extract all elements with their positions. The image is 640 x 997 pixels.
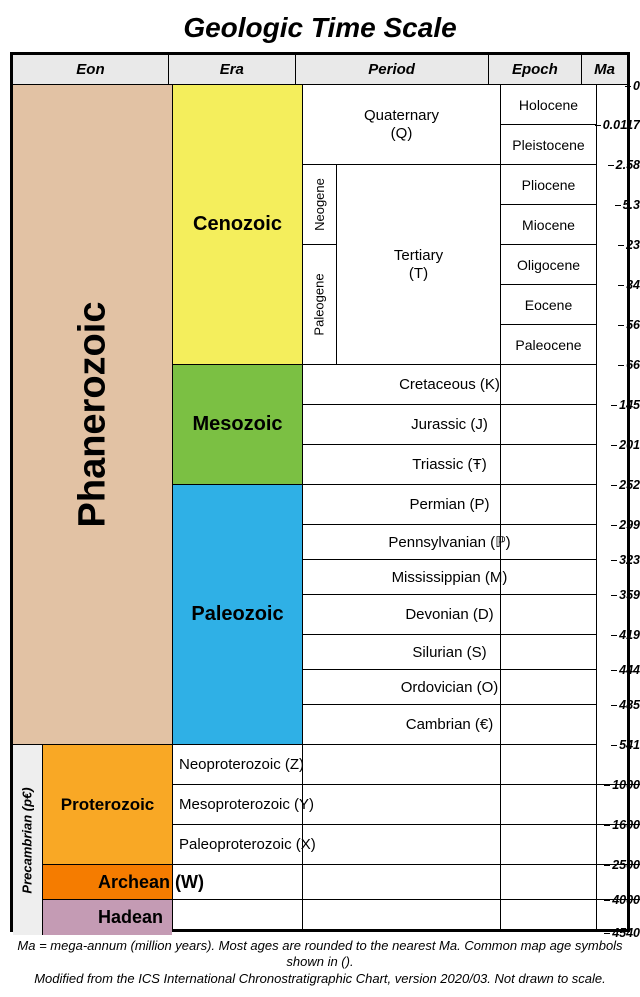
- ma-1600: 1600: [612, 818, 640, 832]
- ma-0-0117: 0.0117: [603, 118, 640, 132]
- era-paleozoic-label: Paleozoic: [191, 603, 283, 626]
- era-column: Cenozoic Mesozoic Paleozoic Neoproterozo…: [173, 85, 303, 929]
- period-neogene: Neogene: [303, 165, 337, 245]
- period-paleogene: Paleogene: [303, 245, 337, 365]
- eon-phanerozoic: Phanerozoic: [13, 85, 172, 745]
- ma-541: 541: [619, 738, 640, 752]
- period-quaternary-label2: (Q): [391, 125, 413, 142]
- eon-precambrian-strip: Precambrian (p€): [13, 745, 43, 935]
- ma-1000: 1000: [612, 778, 640, 792]
- period-neogene-label: Neogene: [312, 178, 327, 231]
- ma-2500: 2500: [612, 858, 640, 872]
- ma-299: 299: [619, 518, 640, 532]
- period-quaternary: Quaternary (Q): [303, 85, 500, 165]
- epoch-oligocene: Oligocene: [501, 245, 596, 285]
- period-column: Quaternary (Q) Neogene Paleogene Tertiar…: [303, 85, 501, 929]
- ma-56: 56: [626, 318, 640, 332]
- era-neoproterozoic-label: Neoproterozoic (Z): [179, 756, 304, 773]
- period-paleogene-label: Paleogene: [312, 273, 327, 335]
- era-mesoproterozoic-label: Mesoproterozoic (Y): [179, 796, 314, 813]
- epoch-eocene: Eocene: [501, 285, 596, 325]
- epoch-paleocene: Paleocene: [501, 325, 596, 365]
- ma-column: 0 0.0117 2.58 5.3 23 34 56 66 145 201 25…: [597, 85, 640, 929]
- ma-4000: 4000: [612, 893, 640, 907]
- eon-proterozoic: Proterozoic: [43, 745, 172, 865]
- period-tertiary-label2: (T): [409, 265, 428, 282]
- header-epoch: Epoch: [489, 55, 583, 85]
- ma-252: 252: [619, 478, 640, 492]
- period-quaternary-label1: Quaternary: [364, 107, 439, 124]
- ma-5-3: 5.3: [623, 198, 640, 212]
- header-row: Eon Era Period Epoch Ma: [13, 55, 627, 85]
- header-period: Period: [296, 55, 489, 85]
- epoch-miocene: Miocene: [501, 205, 596, 245]
- ma-66: 66: [626, 358, 640, 372]
- epoch-pleistocene: Pleistocene: [501, 125, 596, 165]
- era-cenozoic-label: Cenozoic: [193, 213, 282, 236]
- epoch-column: Holocene Pleistocene Pliocene Miocene Ol…: [501, 85, 597, 929]
- ma-444: 444: [619, 663, 640, 677]
- era-cenozoic: Cenozoic: [173, 85, 302, 365]
- header-era: Era: [169, 55, 296, 85]
- footnote: Ma = mega-annum (million years). Most ag…: [10, 938, 630, 987]
- epoch-pliocene: Pliocene: [501, 165, 596, 205]
- ma-485: 485: [619, 698, 640, 712]
- era-mesozoic: Mesozoic: [173, 365, 302, 485]
- era-paleoproterozoic-label: Paleoproterozoic (X): [179, 836, 316, 853]
- era-mesozoic-label: Mesozoic: [192, 413, 282, 436]
- ma-201: 201: [619, 438, 640, 452]
- eon-column: Phanerozoic Precambrian (p€) Proterozoic: [13, 85, 173, 929]
- eon-phanerozoic-label: Phanerozoic: [71, 302, 114, 528]
- ma-323: 323: [619, 553, 640, 567]
- header-ma: Ma: [582, 55, 627, 85]
- eon-hadean-label: Hadean: [98, 907, 163, 928]
- ma-419: 419: [619, 628, 640, 642]
- ma-2-58: 2.58: [616, 158, 640, 172]
- ma-23: 23: [626, 238, 640, 252]
- period-tertiary: Tertiary (T): [337, 165, 500, 365]
- eon-proterozoic-label: Proterozoic: [61, 795, 155, 815]
- period-tertiary-label1: Tertiary: [394, 247, 443, 264]
- chart-title: Geologic Time Scale: [10, 12, 630, 44]
- ma-359: 359: [619, 588, 640, 602]
- eon-archean-label: Archean (W): [98, 872, 204, 893]
- eon-precambrian-label: Precambrian (p€): [20, 787, 35, 893]
- ma-0: 0: [633, 79, 640, 93]
- table-body: Phanerozoic Precambrian (p€) Proterozoic…: [13, 85, 627, 929]
- ma-34: 34: [626, 278, 640, 292]
- geologic-time-table: Eon Era Period Epoch Ma Phanerozoic Prec…: [10, 52, 630, 932]
- ma-145: 145: [619, 398, 640, 412]
- epoch-holocene: Holocene: [501, 85, 596, 125]
- era-paleozoic: Paleozoic: [173, 485, 302, 745]
- ma-4540: 4540: [612, 926, 640, 940]
- header-eon: Eon: [13, 55, 169, 85]
